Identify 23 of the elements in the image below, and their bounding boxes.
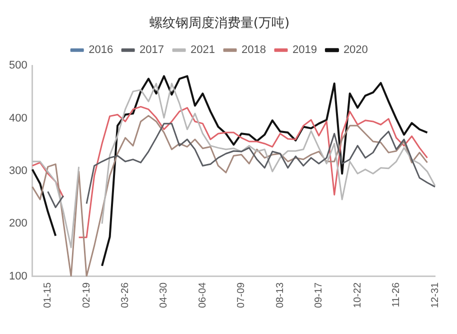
legend-label: 2021 [190,44,216,56]
legend-label: 2017 [140,44,164,56]
x-tick-label: 04-30 [158,282,170,308]
x-tick-label: 03-26 [120,282,132,308]
x-tick-label: 11-26 [391,282,402,308]
x-tick-label: 02-19 [81,282,92,308]
y-tick-label: 300 [8,165,28,178]
x-tick-label: 08-13 [274,282,286,308]
legend-label: 2018 [242,44,266,56]
x-tick-label: 06-04 [197,282,208,308]
y-tick-label: 100 [8,270,28,282]
x-tick-label: 07-09 [236,282,248,308]
y-tick-label: 500 [8,60,28,72]
y-tick-label: 400 [8,112,28,124]
legend-label: 2016 [88,44,114,56]
legend-label: 2020 [343,44,368,56]
x-tick-label: 01-15 [42,282,54,308]
x-tick-label: 09-17 [314,282,325,308]
y-tick-label: 200 [8,218,28,230]
x-tick-label: 10-22 [352,282,364,308]
chart-title: 螺纹钢周度消费量(万吨) [149,15,290,32]
legend-label: 2019 [292,44,317,56]
x-tick-label: 12-31 [430,282,441,308]
